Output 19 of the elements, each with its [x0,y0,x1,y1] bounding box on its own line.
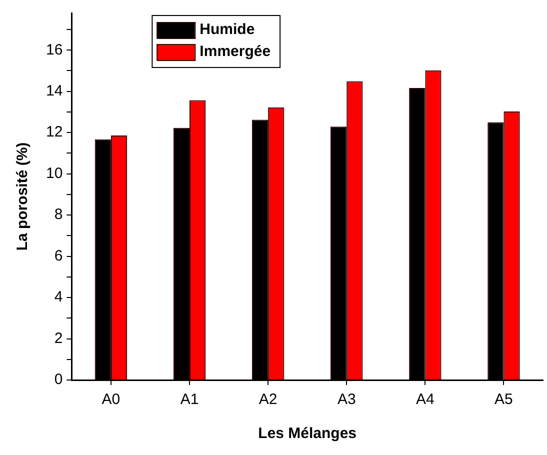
legend-label: Humide [200,21,255,38]
y-tick-label: 0 [54,371,63,388]
y-tick-label: 10 [46,164,63,182]
legend-label: Immergée [200,43,271,60]
x-axis-title: Les Mélanges [258,425,357,442]
x-tick-label: A1 [180,391,199,408]
y-tick-label: 12 [46,124,63,141]
y-tick-label: 16 [46,41,63,58]
y-tick-label: 6 [54,247,63,264]
x-tick-label: A3 [337,391,356,408]
y-tick-label: 14 [46,82,63,100]
y-tick-label: 4 [54,288,63,306]
x-tick-label: A5 [494,391,513,408]
y-tick-label: 2 [54,330,63,347]
x-tick-label: A2 [258,391,278,408]
x-tick-label: A4 [416,391,434,408]
y-tick-label: 8 [54,206,63,224]
y-axis-title: La porosité (%) [14,142,32,251]
x-tick-label: A0 [102,391,120,408]
